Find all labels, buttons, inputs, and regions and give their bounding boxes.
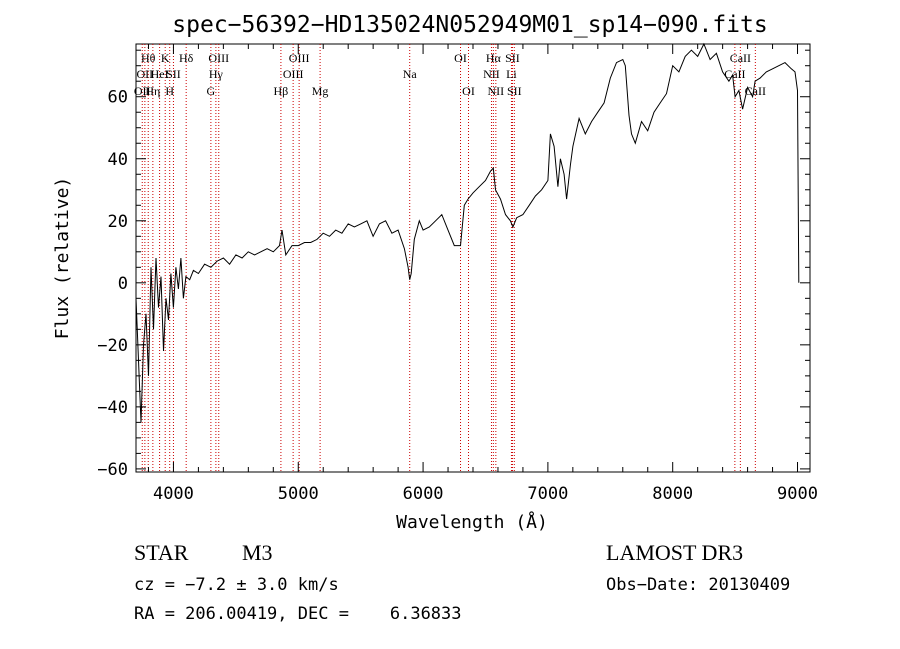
line-label-18: OI xyxy=(462,84,475,98)
x-tick-label-3: 7000 xyxy=(527,484,568,504)
line-label-16: Na xyxy=(403,67,418,81)
line-label-0: OII xyxy=(134,84,151,98)
line-label-23: SII xyxy=(505,51,520,65)
line-label-9: G xyxy=(207,84,216,98)
coordinates-text: RA = 206.00419, DEC = 6.36833 xyxy=(134,604,462,624)
line-label-8: Hδ xyxy=(179,51,194,65)
y-tick-label-2: −20 xyxy=(97,336,128,356)
plot-frame xyxy=(135,43,811,473)
line-label-19: NII xyxy=(483,67,500,81)
x-axis-label: Wavelength (Å) xyxy=(396,511,548,533)
line-label-11: OIII xyxy=(208,51,229,65)
y-tick-label-4: 20 xyxy=(108,212,128,232)
line-label-27: CaII xyxy=(745,84,766,98)
redshift-text: cz = −7.2 ± 3.0 km/s xyxy=(134,575,339,595)
line-label-25: CaII xyxy=(724,67,745,81)
line-label-1: OII xyxy=(137,67,154,81)
y-tick-label-1: −40 xyxy=(97,398,128,418)
x-tick-label-1: 5000 xyxy=(278,484,319,504)
line-labels: OII OII Hθ Hη HeI K H SII Hδ G Hγ OIII Hβ OIII OIII Mg N… xyxy=(134,51,766,98)
line-markers xyxy=(141,44,756,472)
x-tick-label-0: 4000 xyxy=(153,484,194,504)
line-label-12: Hβ xyxy=(274,84,289,98)
line-label-2: Hθ xyxy=(141,51,156,65)
y-tick-label-5: 40 xyxy=(108,150,128,170)
line-label-17: OI xyxy=(454,51,467,65)
class-label: STAR xyxy=(134,540,189,565)
line-label-3: Hη xyxy=(145,84,160,98)
y-tick-label-0: −60 xyxy=(97,460,128,480)
line-label-5: K xyxy=(161,51,170,65)
chart-title: spec−56392−HD135024N052949M01_sp14−090.f… xyxy=(172,12,767,38)
x-tick-label-4: 8000 xyxy=(652,484,693,504)
line-label-6: H xyxy=(165,84,174,98)
line-label-21: NII xyxy=(488,84,505,98)
line-label-22: Li xyxy=(506,67,517,81)
line-label-4: HeI xyxy=(151,67,169,81)
spectrum-series-line xyxy=(135,42,800,423)
y-axis-ticks: −60 −40 −20 0 20 40 60 xyxy=(97,49,810,480)
survey-label: LAMOST DR3 xyxy=(606,540,743,565)
x-axis-ticks: 4000 5000 6000 7000 8000 9000 xyxy=(147,44,818,504)
obs-date-text: Obs−Date: 20130409 xyxy=(606,575,790,595)
subclass-label: M3 xyxy=(242,540,273,565)
line-label-20: Hα xyxy=(486,51,502,65)
line-label-10: Hγ xyxy=(209,67,224,81)
line-label-26: CaII xyxy=(730,51,751,65)
line-label-13: OIII xyxy=(283,67,304,81)
x-tick-label-2: 6000 xyxy=(403,484,444,504)
y-tick-label-6: 60 xyxy=(108,88,128,108)
x-tick-label-5: 9000 xyxy=(777,484,818,504)
line-label-7: SII xyxy=(166,67,181,81)
line-label-14: OIII xyxy=(289,51,310,65)
y-tick-label-3: 0 xyxy=(118,274,128,294)
line-label-24: SII xyxy=(507,84,522,98)
y-axis-label: Flux (relative) xyxy=(52,177,73,340)
line-label-15: Mg xyxy=(312,84,329,98)
